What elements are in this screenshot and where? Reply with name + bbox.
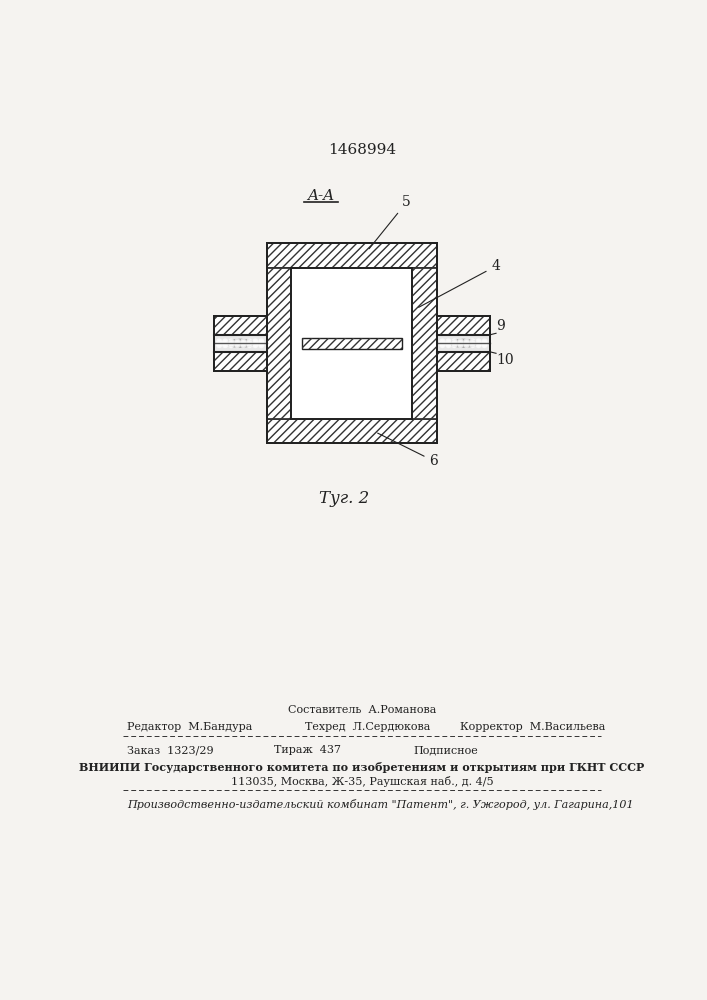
Ellipse shape xyxy=(246,341,252,348)
Bar xyxy=(267,268,291,419)
Bar xyxy=(214,352,267,371)
Ellipse shape xyxy=(475,341,481,348)
Text: 9: 9 xyxy=(496,319,505,333)
Ellipse shape xyxy=(216,338,223,345)
Ellipse shape xyxy=(445,340,452,347)
Text: Тираж  437: Тираж 437 xyxy=(274,745,341,755)
Bar xyxy=(301,338,402,349)
Bar xyxy=(412,268,437,419)
Ellipse shape xyxy=(469,341,476,348)
Text: 5: 5 xyxy=(369,195,411,249)
Ellipse shape xyxy=(216,340,223,347)
Bar xyxy=(437,352,490,371)
Bar xyxy=(437,316,490,335)
Ellipse shape xyxy=(451,341,457,348)
Ellipse shape xyxy=(481,340,488,347)
Bar xyxy=(412,268,437,419)
Ellipse shape xyxy=(439,341,445,348)
Ellipse shape xyxy=(246,340,252,347)
Ellipse shape xyxy=(228,341,235,348)
Bar xyxy=(267,419,437,443)
Ellipse shape xyxy=(228,340,235,347)
Ellipse shape xyxy=(463,340,469,347)
Ellipse shape xyxy=(228,338,235,345)
Text: Редактор  М.Бандура: Редактор М.Бандура xyxy=(127,722,252,732)
Text: 4: 4 xyxy=(419,259,501,307)
Ellipse shape xyxy=(216,341,223,348)
Text: Техред  Л.Сердюкова: Техред Л.Сердюкова xyxy=(305,722,431,732)
Ellipse shape xyxy=(469,340,476,347)
Ellipse shape xyxy=(222,338,228,345)
Bar xyxy=(267,243,437,268)
Ellipse shape xyxy=(481,338,488,345)
Ellipse shape xyxy=(240,341,247,348)
Ellipse shape xyxy=(222,340,228,347)
Ellipse shape xyxy=(252,338,259,345)
Ellipse shape xyxy=(234,341,240,348)
Text: 3: 3 xyxy=(309,347,342,386)
Ellipse shape xyxy=(449,339,478,348)
Text: Корректор  М.Васильева: Корректор М.Васильева xyxy=(460,722,606,732)
Bar xyxy=(214,352,267,371)
Ellipse shape xyxy=(469,338,476,345)
Bar xyxy=(437,352,490,371)
Ellipse shape xyxy=(252,340,259,347)
Ellipse shape xyxy=(258,341,264,348)
Ellipse shape xyxy=(234,340,240,347)
Ellipse shape xyxy=(475,340,481,347)
Ellipse shape xyxy=(463,338,469,345)
Ellipse shape xyxy=(240,338,247,345)
Ellipse shape xyxy=(463,341,469,348)
Ellipse shape xyxy=(439,338,445,345)
Bar xyxy=(267,419,437,443)
Ellipse shape xyxy=(475,338,481,345)
Text: Производственно-издательский комбинат "Патент", г. Ужгород, ул. Гагарина,101: Производственно-издательский комбинат "П… xyxy=(127,799,633,810)
Text: 113035, Москва, Ж-35, Раушская наб., д. 4/5: 113035, Москва, Ж-35, Раушская наб., д. … xyxy=(230,776,493,787)
Ellipse shape xyxy=(234,338,240,345)
Ellipse shape xyxy=(457,341,464,348)
Text: Подписное: Подписное xyxy=(414,745,479,755)
Bar xyxy=(301,338,402,349)
Text: Составитель  А.Романова: Составитель А.Романова xyxy=(288,705,436,715)
Text: 1468994: 1468994 xyxy=(328,143,396,157)
Text: 10: 10 xyxy=(496,353,514,367)
Ellipse shape xyxy=(222,341,228,348)
Text: ВНИИПИ Государственного комитета по изобретениям и открытиям при ГКНТ СССР: ВНИИПИ Государственного комитета по изоб… xyxy=(79,762,645,773)
Bar xyxy=(437,316,490,335)
Ellipse shape xyxy=(457,340,464,347)
Ellipse shape xyxy=(252,341,259,348)
Ellipse shape xyxy=(439,340,445,347)
Ellipse shape xyxy=(445,338,452,345)
Ellipse shape xyxy=(258,340,264,347)
Text: 6: 6 xyxy=(378,433,438,468)
Bar xyxy=(214,316,267,335)
Bar xyxy=(291,268,412,419)
Ellipse shape xyxy=(451,340,457,347)
Text: Заказ  1323/29: Заказ 1323/29 xyxy=(127,745,214,755)
Bar xyxy=(437,335,490,352)
Text: Τуг. 2: Τуг. 2 xyxy=(319,490,369,507)
Ellipse shape xyxy=(445,341,452,348)
Bar xyxy=(214,335,267,352)
Ellipse shape xyxy=(451,338,457,345)
Ellipse shape xyxy=(258,338,264,345)
Ellipse shape xyxy=(240,340,247,347)
Ellipse shape xyxy=(481,341,488,348)
Ellipse shape xyxy=(457,338,464,345)
Bar xyxy=(267,268,291,419)
Ellipse shape xyxy=(226,339,255,348)
Text: A-A: A-A xyxy=(308,189,334,203)
Bar xyxy=(214,316,267,335)
Ellipse shape xyxy=(246,338,252,345)
Bar xyxy=(267,243,437,268)
